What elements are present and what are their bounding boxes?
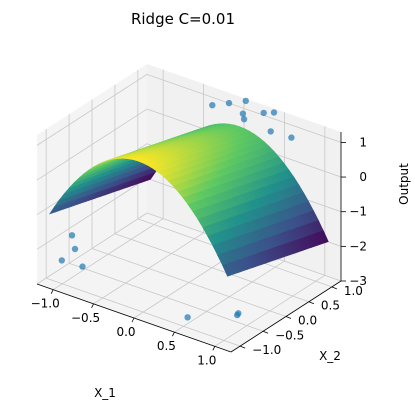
y-axis-label: X_2 (319, 349, 341, 363)
data-point (209, 102, 216, 109)
data-point (58, 257, 65, 264)
data-point (184, 314, 191, 321)
z-tick-label: −3 (349, 274, 367, 288)
y-tick-mark (331, 286, 337, 290)
x-tick-label: −0.5 (71, 311, 100, 325)
data-points-front (58, 232, 242, 321)
z-tick-label: 1 (359, 135, 367, 149)
y-tick-label: 0.0 (298, 314, 317, 328)
x-tick-label: −1.0 (31, 297, 60, 311)
data-point (270, 109, 278, 116)
x-tick-mark (50, 289, 54, 294)
x-tick-mark (131, 317, 135, 323)
data-point (225, 99, 233, 107)
grid-line-y-floor (68, 262, 264, 332)
x-tick-mark (91, 303, 94, 309)
data-point (68, 232, 76, 239)
x-tick-label: 0.5 (157, 339, 176, 353)
x-axis-label: X_1 (94, 386, 116, 400)
data-point (239, 110, 247, 117)
chart-title: Ridge C=0.01 (131, 10, 235, 28)
y-tick-mark (285, 316, 292, 319)
grid-line-y-floor (91, 248, 287, 317)
grid-line-y-floor (46, 277, 241, 347)
tick-labels: −1.0−0.50.00.51.0−1.0−0.50.00.51.0−3−2−1… (31, 135, 367, 367)
surface (48, 123, 329, 277)
y-tick-label: −0.5 (275, 328, 304, 342)
y-tick-label: −1.0 (252, 343, 281, 357)
z-tick-label: −2 (349, 239, 367, 253)
data-point (242, 97, 249, 105)
data-point (234, 311, 241, 319)
z-tick-label: −1 (349, 205, 367, 219)
grid-line-z-right (146, 74, 342, 143)
y-tick-label: 1.0 (344, 284, 363, 298)
surface-patch (222, 264, 231, 277)
grid-line-z-left (36, 108, 148, 181)
grid-line-z-left (36, 74, 148, 146)
grid-line-z-left (36, 178, 148, 250)
grid-line-z-left (36, 212, 148, 285)
data-point (240, 116, 248, 123)
data-point (267, 128, 274, 135)
z-tick-label: 0 (359, 170, 367, 184)
data-point (71, 245, 79, 253)
x-tick-label: 0.0 (116, 325, 135, 339)
data-point (288, 134, 295, 141)
x-tick-mark (212, 346, 216, 351)
y-tick-mark (262, 330, 269, 334)
x-tick-label: 1.0 (197, 353, 216, 367)
y-tick-label: 0.5 (321, 299, 340, 313)
z-axis-label: Output (397, 163, 411, 205)
data-point (260, 109, 267, 117)
grid-line-y-floor (114, 233, 310, 303)
y-tick-mark (240, 345, 246, 349)
data-points-behind (209, 97, 295, 141)
data-point (79, 263, 86, 270)
y-tick-mark (308, 301, 315, 305)
x-tick-mark (172, 331, 175, 337)
